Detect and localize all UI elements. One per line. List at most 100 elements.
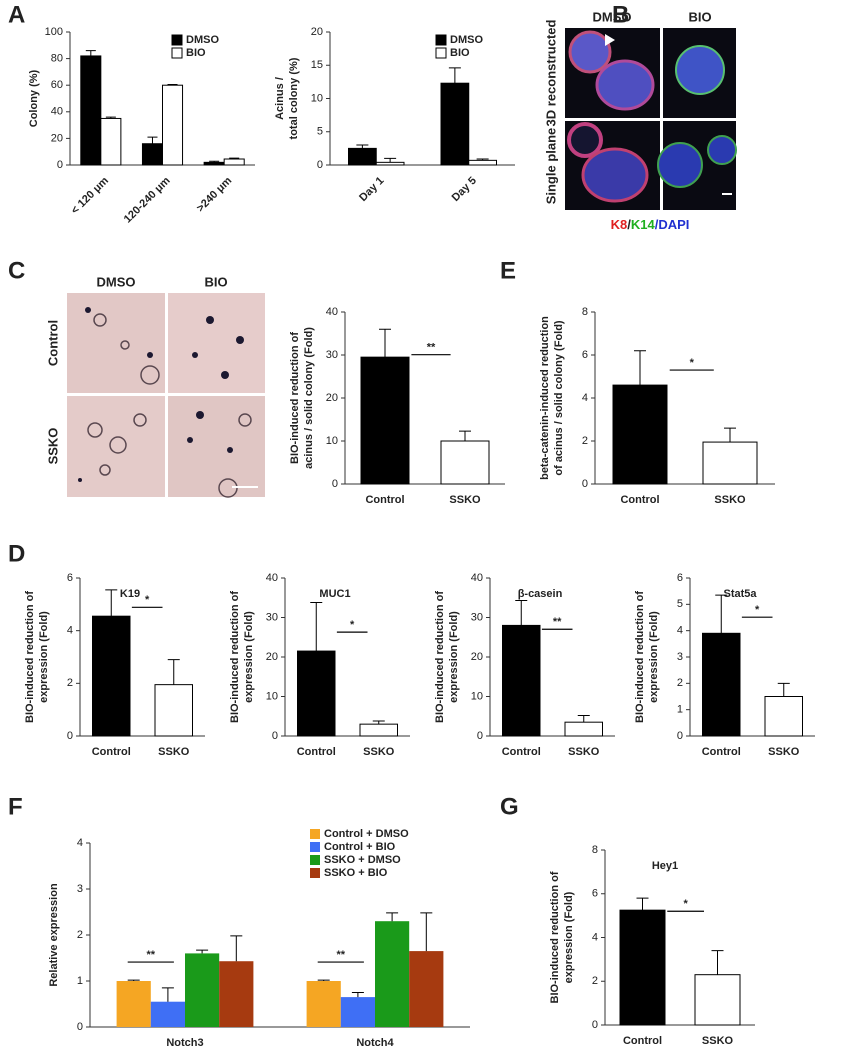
y-tick-label: 0 [477, 730, 483, 742]
y-tick-label: 3 [677, 651, 683, 663]
x-tick-label: Notch3 [166, 1037, 203, 1049]
y-axis-label: BIO-induced reduction of [24, 591, 36, 723]
y-tick-label: 6 [582, 349, 588, 361]
y-axis-label: of acinus / solid colony (Fold) [553, 320, 565, 476]
error-bar [209, 160, 220, 163]
chart-title: β-casein [518, 588, 563, 600]
significance-label: ** [553, 616, 562, 628]
legend-swatch [310, 842, 320, 852]
y-tick-label: 20 [471, 651, 483, 663]
y-tick-label: 2 [67, 677, 73, 689]
x-tick-label: Control [620, 494, 659, 506]
error-bar [420, 912, 433, 952]
y-tick-label: 0 [592, 1019, 598, 1031]
error-bar [577, 714, 590, 723]
y-axis-label: BIO-induced reduction of [434, 591, 446, 723]
error-bar [317, 979, 330, 981]
stain: K14 [631, 217, 656, 232]
y-tick-label: 6 [677, 572, 683, 584]
error-bar [386, 912, 399, 922]
error-bar [384, 157, 397, 163]
bar [359, 723, 398, 737]
y-tick-label: 4 [582, 392, 588, 404]
error-bar [105, 589, 118, 617]
y-axis-label: expression (Fold) [563, 891, 575, 983]
y-tick-label: 0 [77, 1021, 83, 1033]
y-tick-label: 6 [67, 572, 73, 584]
y-tick-label: 2 [677, 677, 683, 689]
legend-label: SSKO + BIO [324, 867, 388, 879]
x-tick-label: Control [297, 746, 336, 758]
x-tick-label: Notch4 [356, 1037, 394, 1049]
error-bar [351, 992, 364, 998]
y-tick-label: 4 [77, 837, 83, 849]
panel-label: B [612, 1, 629, 28]
x-tick-label: Control [502, 746, 541, 758]
y-tick-label: 2 [582, 435, 588, 447]
column-label: BIO [688, 9, 711, 24]
significance-label: * [350, 619, 355, 631]
y-axis-label: BIO-induced reduction of [229, 591, 241, 723]
error-bar [147, 136, 158, 144]
y-tick-label: 10 [266, 690, 278, 702]
error-bar [636, 897, 649, 911]
error-bar [379, 328, 391, 358]
bar [440, 82, 470, 166]
significance-label: * [683, 898, 688, 910]
legend-swatch [435, 34, 447, 46]
legend-swatch [435, 47, 447, 59]
y-tick-label: 15 [311, 59, 323, 71]
error-bar [724, 427, 736, 443]
error-bar [230, 935, 243, 962]
micrographs-b [565, 28, 737, 210]
x-tick-label: SSKO [702, 1035, 734, 1047]
bar [141, 143, 163, 166]
legend-swatch [171, 34, 183, 46]
y-tick-label: 40 [471, 572, 483, 584]
y-tick-label: 5 [677, 598, 683, 610]
y-tick-label: 100 [45, 26, 63, 38]
error-bar [459, 430, 471, 441]
y-tick-label: 60 [51, 79, 63, 91]
x-tick-label: Control [623, 1035, 662, 1047]
row-label: Control [45, 320, 60, 366]
legend-label: DMSO [450, 34, 483, 46]
y-tick-label: 2 [592, 975, 598, 987]
panel-label: C [8, 257, 25, 284]
y-axis-label: Acinus / [274, 77, 286, 120]
error-bar [105, 116, 116, 119]
panel-label: G [500, 793, 519, 820]
panel-label: D [8, 540, 25, 567]
bar [440, 440, 490, 485]
x-tick-label: Day 5 [450, 175, 479, 204]
y-axis-label: expression (Fold) [243, 611, 255, 703]
error-bar [196, 949, 209, 954]
y-tick-label: 10 [311, 92, 323, 104]
stain-legend: K8/K14/DAPI [611, 217, 690, 232]
legend-swatch [310, 868, 320, 878]
significance-label: * [145, 594, 150, 606]
bar [502, 624, 541, 737]
error-bar [777, 682, 790, 697]
y-tick-label: 1 [77, 975, 83, 987]
legend-label: Control + DMSO [324, 828, 409, 840]
bar [297, 650, 336, 737]
bar [223, 158, 245, 166]
y-tick-label: 3 [77, 883, 83, 895]
y-tick-label: 5 [317, 126, 323, 138]
y-axis-label: BIO-induced reduction of [289, 332, 301, 464]
bar [564, 721, 603, 737]
y-tick-label: 0 [582, 478, 588, 490]
y-tick-label: 0 [677, 730, 683, 742]
row-label: Single plane [543, 128, 558, 205]
bar [468, 159, 497, 166]
error-bar [372, 720, 385, 725]
y-tick-label: 20 [266, 651, 278, 663]
y-tick-label: 10 [326, 435, 338, 447]
bar [619, 909, 666, 1026]
y-axis-label: BIO-induced reduction of [634, 591, 646, 723]
stain: / [627, 217, 631, 232]
significance-label: ** [337, 949, 346, 961]
error-bar [310, 601, 323, 652]
